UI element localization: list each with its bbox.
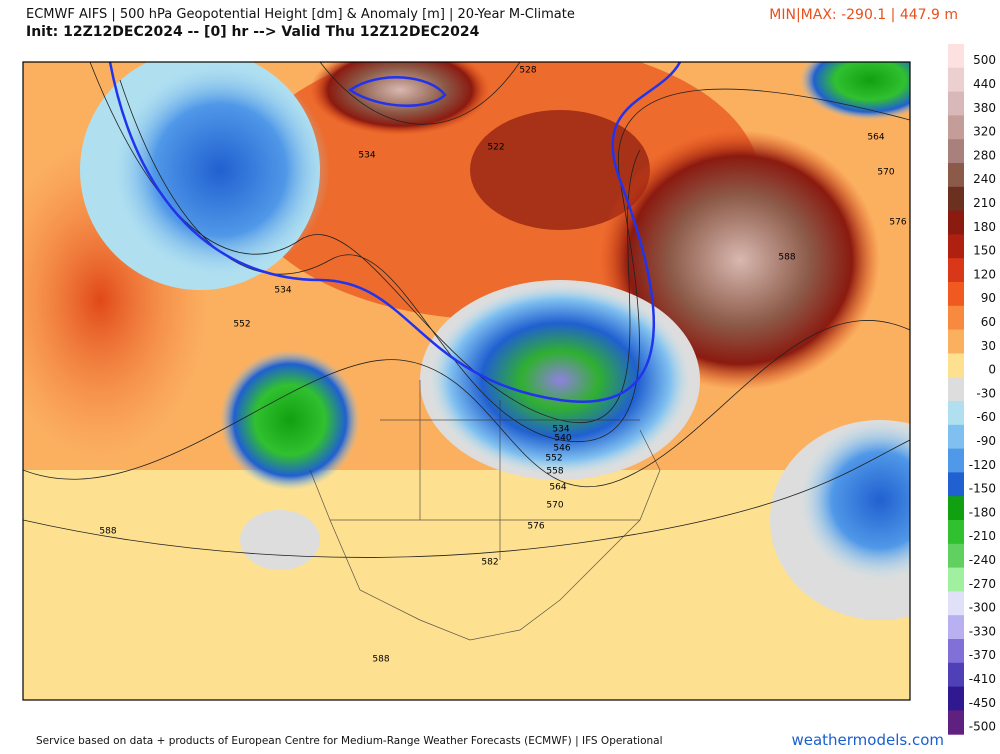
colorbar-swatch xyxy=(948,401,964,426)
colorbar-swatch xyxy=(948,424,964,450)
colorbar-label: 150 xyxy=(973,244,996,258)
colorbar-swatch xyxy=(948,353,964,378)
colorbar-swatch xyxy=(948,115,964,140)
contour-label: 540 xyxy=(554,434,571,444)
colorbar-label: 280 xyxy=(973,148,996,162)
contour-label: 564 xyxy=(867,133,884,143)
contour-label: 588 xyxy=(372,655,389,665)
colorbar-swatch xyxy=(948,67,964,93)
colorbar-label: 60 xyxy=(981,315,996,329)
colorbar-swatch xyxy=(948,282,964,307)
colorbar-label: 240 xyxy=(973,172,996,186)
colorbar-label: 120 xyxy=(973,267,996,281)
colorbar-label: 210 xyxy=(973,196,996,210)
colorbar-label: 440 xyxy=(973,77,996,91)
colorbar-label: -410 xyxy=(969,672,996,686)
brand: weathermodels.com xyxy=(791,731,944,749)
colorbar-swatch xyxy=(948,329,964,354)
colorbar-swatch xyxy=(948,615,964,640)
colorbar-swatch xyxy=(948,44,964,69)
contour-label: 564 xyxy=(549,483,566,493)
colorbar-label: -270 xyxy=(969,577,996,591)
colorbar-swatch xyxy=(948,377,964,402)
colorbar-label: -210 xyxy=(969,529,996,543)
colorbar-label: -120 xyxy=(969,458,996,472)
subtitle: Init: 12Z12DEC2024 -- [0] hr --> Valid T… xyxy=(26,24,480,40)
colorbar-swatch xyxy=(948,258,964,283)
colorbar-swatch xyxy=(948,662,964,688)
contour-label: 528 xyxy=(519,66,536,76)
colorbar-label: -300 xyxy=(969,601,996,615)
contour-label: 576 xyxy=(527,522,544,532)
contour-label: 534 xyxy=(552,425,569,435)
colorbar-label: -240 xyxy=(969,553,996,567)
colorbar-swatch xyxy=(948,520,964,545)
contour-label: 582 xyxy=(481,558,498,568)
colorbar-swatch xyxy=(948,91,964,116)
colorbar-label: 320 xyxy=(973,125,996,139)
colorbar-label: 90 xyxy=(981,291,996,305)
credit: Service based on data + products of Euro… xyxy=(36,735,663,747)
map-frame xyxy=(22,61,911,701)
colorbar-swatch xyxy=(948,210,964,235)
colorbar-swatch xyxy=(948,186,964,212)
contour-label: 588 xyxy=(99,527,116,537)
contour-label: 588 xyxy=(778,253,795,263)
colorbar-swatch xyxy=(948,305,964,331)
map xyxy=(23,62,910,700)
colorbar-label: -500 xyxy=(969,720,996,734)
title: ECMWF AIFS | 500 hPa Geopotential Height… xyxy=(26,7,575,22)
contour-label: 534 xyxy=(274,286,291,296)
colorbar-swatch xyxy=(948,567,964,592)
contour-label: 576 xyxy=(889,218,906,228)
colorbar-swatch xyxy=(948,496,964,521)
colorbar-label: 180 xyxy=(973,220,996,234)
colorbar-label: 0 xyxy=(988,363,996,377)
colorbar: 500 440 380 320 280 240 210 180 150 120 90 60 30 0 -30… xyxy=(948,44,996,735)
colorbar-swatch xyxy=(948,234,964,259)
contour-label: 552 xyxy=(545,454,562,464)
colorbar-swatch xyxy=(948,543,964,569)
colorbar-label: -180 xyxy=(969,505,996,519)
contour-label: 522 xyxy=(487,143,504,153)
colorbar-label: -370 xyxy=(969,648,996,662)
colorbar-label: -450 xyxy=(969,696,996,710)
contour-label: 552 xyxy=(233,320,250,330)
min-max: MIN|MAX: -290.1 | 447.9 m xyxy=(769,7,958,23)
contour-label: 546 xyxy=(553,444,570,454)
colorbar-label: 30 xyxy=(981,339,996,353)
colorbar-label: -90 xyxy=(976,434,996,448)
colorbar-label: -30 xyxy=(976,386,996,400)
colorbar-swatch xyxy=(948,639,964,664)
colorbar-swatch xyxy=(948,472,964,497)
colorbar-label: 500 xyxy=(973,53,996,67)
colorbar-label: 380 xyxy=(973,101,996,115)
colorbar-swatch xyxy=(948,163,964,188)
colorbar-swatch xyxy=(948,448,964,473)
contour-label: 534 xyxy=(358,151,375,161)
colorbar-label: -330 xyxy=(969,624,996,638)
contour-label: 570 xyxy=(877,168,894,178)
contour-label: 570 xyxy=(546,501,563,511)
colorbar-swatch xyxy=(948,686,964,711)
colorbar-label: -150 xyxy=(969,482,996,496)
colorbar-label: -60 xyxy=(976,410,996,424)
contour-label: 558 xyxy=(546,467,563,477)
contour-labels: 528 534 522 564 570 576 588 534 552 588 582 588 576 5… xyxy=(99,66,906,665)
colorbar-swatch xyxy=(948,591,964,616)
colorbar-swatch xyxy=(948,710,964,735)
colorbar-swatch xyxy=(948,139,964,164)
